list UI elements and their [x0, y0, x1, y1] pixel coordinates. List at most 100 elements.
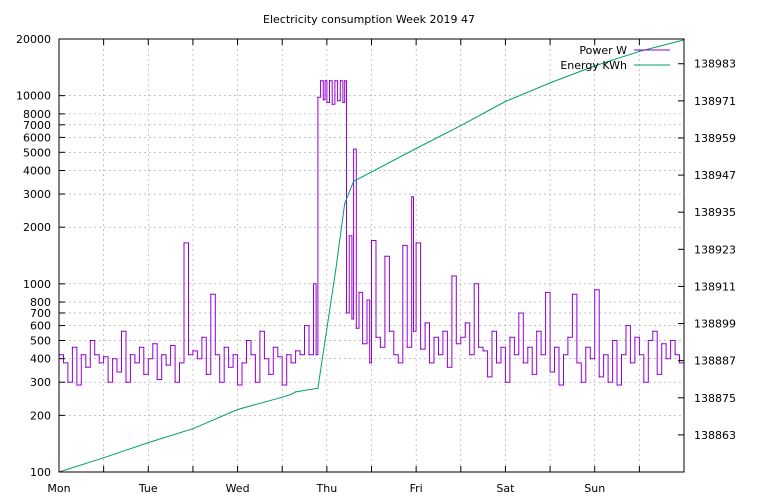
power-point: [661, 343, 663, 345]
power-point: [351, 318, 353, 320]
energy-point: [504, 100, 506, 103]
y-left-tick-label: 5000: [23, 146, 51, 159]
power-point: [379, 346, 381, 348]
energy-point: [192, 428, 194, 430]
power-point: [437, 354, 440, 356]
power-point: [513, 354, 516, 356]
power-point: [210, 293, 212, 295]
power-point: [103, 356, 105, 358]
power-point: [125, 381, 127, 383]
power-point: [334, 80, 336, 82]
y-left-tick-label: 300: [30, 376, 51, 389]
legend-label-power: Power W: [579, 44, 627, 57]
power-point: [358, 291, 360, 293]
y-left-tick-label: 400: [30, 353, 51, 366]
y-left-tick-label: 20000: [16, 33, 51, 46]
power-point: [337, 100, 339, 102]
power-point: [612, 339, 614, 342]
energy-point: [460, 125, 462, 127]
power-point: [638, 354, 641, 356]
x-tick-label: Mon: [47, 482, 70, 495]
y-left-tick-label: 1000: [23, 278, 51, 291]
power-point: [545, 291, 547, 293]
power-point: [112, 358, 114, 360]
power-point: [411, 196, 413, 198]
power-point: [268, 373, 270, 375]
y-right-tick-label: 138947: [694, 169, 736, 182]
power-point: [223, 346, 225, 348]
energy-point: [295, 391, 297, 393]
power-point: [509, 336, 511, 338]
power-point: [594, 289, 596, 291]
power-series-line: [59, 80, 685, 386]
power-point: [320, 80, 322, 82]
power-point: [232, 354, 234, 356]
energy-point: [103, 457, 105, 459]
power-point: [165, 364, 167, 366]
power-point: [152, 343, 154, 345]
power-point: [670, 339, 672, 342]
power-point: [237, 384, 239, 386]
power-point: [487, 376, 489, 378]
power-point: [553, 346, 556, 348]
power-point: [549, 371, 551, 373]
power-point: [326, 101, 328, 104]
energy-point: [290, 393, 292, 395]
power-point: [331, 103, 333, 105]
power-point: [585, 346, 587, 348]
power-point: [598, 376, 600, 378]
power-point: [446, 366, 448, 368]
legend: Power W Energy KWh: [560, 44, 670, 72]
power-point: [62, 362, 65, 364]
power-point: [473, 283, 475, 285]
energy-point: [281, 396, 283, 398]
power-point: [656, 373, 658, 375]
power-point: [455, 343, 457, 345]
power-point: [324, 80, 326, 82]
legend-label-energy: Energy KWh: [560, 59, 627, 72]
power-point: [263, 358, 265, 360]
power-point: [388, 330, 390, 332]
power-point: [67, 381, 69, 383]
power-point: [259, 330, 261, 332]
power-point: [625, 325, 627, 327]
power-point: [143, 373, 145, 375]
chart-title: Electricity consumption Week 2019 47: [263, 13, 475, 26]
power-point: [540, 354, 542, 356]
power-point: [616, 384, 618, 386]
y-left-tick-label: 10000: [16, 90, 51, 103]
energy-point: [237, 408, 239, 411]
power-point: [156, 378, 158, 381]
power-point: [369, 362, 371, 364]
power-point: [353, 148, 355, 150]
power-point: [469, 354, 471, 356]
y-right-tick-label: 138863: [694, 429, 736, 442]
power-point: [620, 354, 623, 356]
energy-point: [594, 65, 596, 67]
power-point: [665, 358, 667, 360]
power-point: [518, 312, 520, 314]
power-point: [250, 354, 252, 356]
power-point: [603, 354, 605, 356]
power-point: [134, 362, 136, 364]
power-point: [424, 322, 426, 324]
power-point: [98, 362, 100, 364]
power-point: [94, 354, 96, 356]
power-point: [245, 339, 248, 342]
y-left-tick-label: 4000: [23, 165, 51, 178]
power-point: [607, 381, 609, 383]
power-point: [370, 239, 373, 242]
series-layer: [58, 39, 685, 473]
y-left-tick-label: 600: [30, 320, 51, 333]
y-left-tick-label: 200: [30, 409, 51, 422]
power-point: [183, 242, 185, 244]
energy-point: [370, 171, 373, 173]
power-point: [299, 354, 301, 356]
y-right-tick-label: 138971: [694, 95, 736, 108]
power-point: [303, 325, 306, 327]
power-point: [138, 346, 140, 348]
power-point: [451, 275, 453, 277]
y-left-tick-label: 500: [30, 334, 51, 347]
power-point: [342, 101, 344, 104]
power-point: [428, 362, 431, 364]
